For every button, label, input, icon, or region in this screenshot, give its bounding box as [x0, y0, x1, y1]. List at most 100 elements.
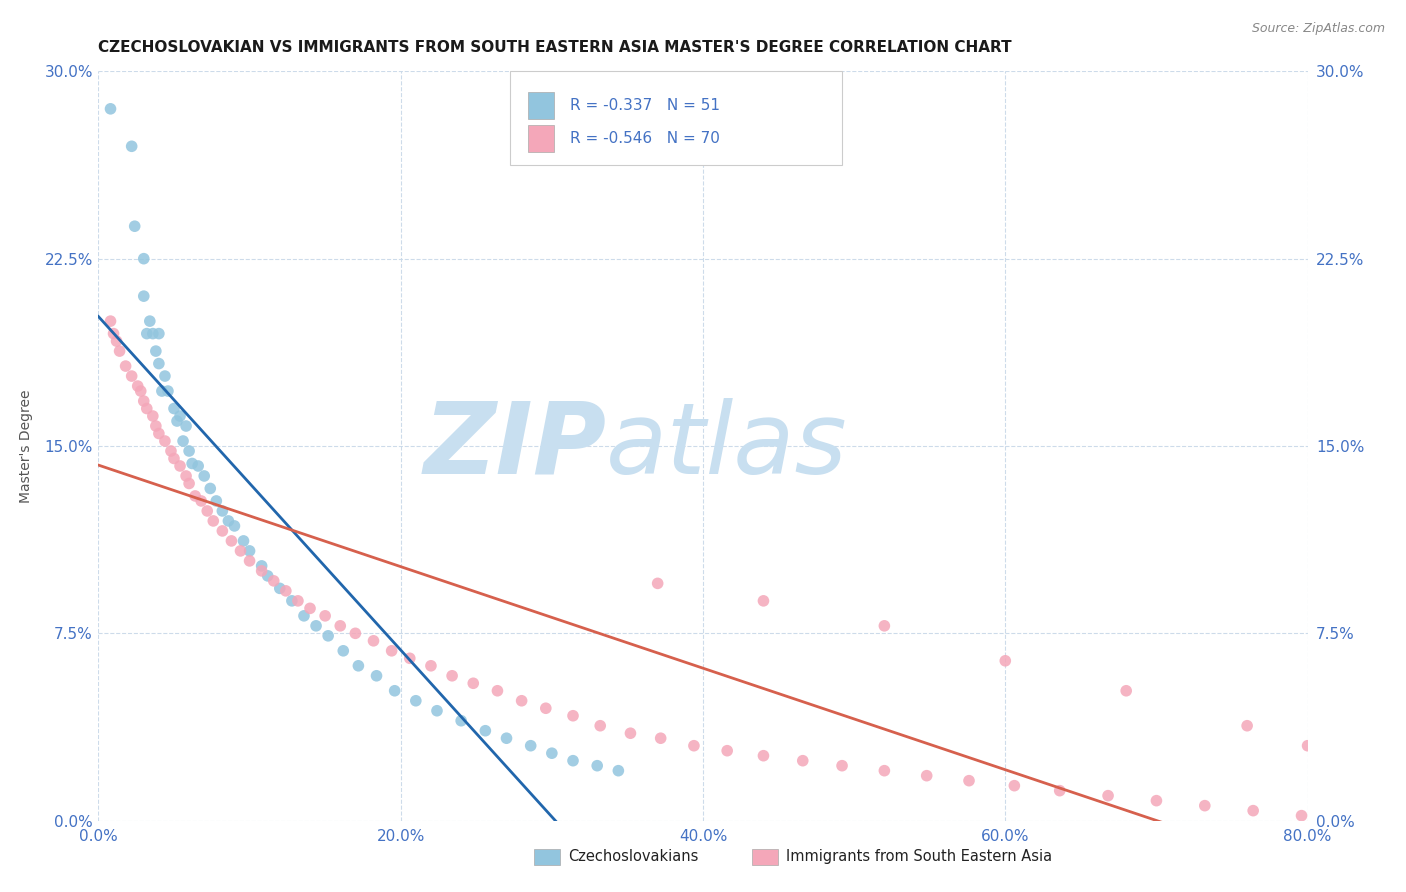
Point	[463, 676, 485, 690]
Point	[142, 326, 165, 341]
Point	[100, 102, 122, 116]
Point	[153, 434, 176, 448]
Point	[332, 644, 354, 658]
Point	[239, 544, 262, 558]
Point	[108, 344, 131, 359]
Point	[169, 409, 191, 423]
Point	[193, 469, 215, 483]
Point	[347, 658, 370, 673]
Point	[281, 594, 304, 608]
Point	[211, 504, 233, 518]
Point	[619, 726, 641, 740]
Point	[187, 458, 209, 473]
Point	[221, 533, 243, 548]
Text: Czechoslovakians: Czechoslovakians	[568, 849, 699, 863]
Point	[205, 494, 228, 508]
Point	[195, 504, 218, 518]
Point	[224, 519, 246, 533]
Point	[420, 658, 443, 673]
Point	[202, 514, 225, 528]
Point	[683, 739, 706, 753]
Y-axis label: Master's Degree: Master's Degree	[20, 389, 34, 503]
Point	[274, 583, 297, 598]
Point	[132, 289, 155, 303]
Point	[510, 694, 533, 708]
Point	[114, 359, 136, 373]
Point	[145, 419, 167, 434]
Point	[873, 619, 896, 633]
Point	[752, 594, 775, 608]
Point	[534, 701, 557, 715]
Point	[156, 384, 179, 398]
Point	[153, 369, 176, 384]
Point	[190, 494, 212, 508]
Point	[169, 458, 191, 473]
Point	[426, 704, 449, 718]
Point	[831, 758, 853, 772]
Point	[647, 576, 669, 591]
Point	[150, 384, 173, 398]
Point	[586, 758, 609, 772]
Point	[250, 558, 273, 573]
Point	[184, 489, 207, 503]
Point	[1002, 779, 1025, 793]
Point	[163, 451, 186, 466]
Point	[132, 394, 155, 409]
Point	[287, 594, 309, 608]
Point	[562, 754, 585, 768]
Point	[441, 669, 464, 683]
Point	[263, 574, 285, 588]
Point	[1241, 804, 1264, 818]
Point	[495, 731, 517, 746]
Bar	[527, 92, 554, 119]
Point	[129, 384, 152, 398]
Point	[148, 357, 170, 371]
Point	[873, 764, 896, 778]
Point	[519, 739, 541, 753]
Point	[127, 379, 149, 393]
Point	[994, 654, 1017, 668]
Bar	[527, 125, 554, 153]
Point	[148, 326, 170, 341]
Point	[316, 629, 339, 643]
Point	[103, 326, 125, 341]
Point	[174, 469, 197, 483]
Point	[121, 369, 143, 384]
Text: Source: ZipAtlas.com: Source: ZipAtlas.com	[1251, 22, 1385, 36]
Point	[200, 482, 222, 496]
Text: R = -0.546   N = 70: R = -0.546 N = 70	[569, 131, 720, 146]
Point	[607, 764, 630, 778]
Point	[540, 746, 562, 760]
Point	[486, 683, 509, 698]
Point	[105, 334, 128, 348]
FancyBboxPatch shape	[509, 71, 842, 165]
Point	[915, 769, 938, 783]
Point	[1296, 739, 1319, 753]
Point	[121, 139, 143, 153]
Point	[562, 708, 585, 723]
Point	[124, 219, 146, 234]
Point	[384, 683, 406, 698]
Point	[1097, 789, 1119, 803]
Point	[1144, 794, 1167, 808]
Point	[366, 669, 388, 683]
Point	[135, 326, 157, 341]
Text: atlas: atlas	[606, 398, 848, 494]
Point	[179, 444, 201, 458]
Point	[232, 533, 254, 548]
Point	[179, 476, 201, 491]
Point	[145, 344, 167, 359]
Point	[405, 694, 427, 708]
Point	[450, 714, 472, 728]
Point	[716, 744, 738, 758]
Point	[314, 608, 336, 623]
Point	[166, 414, 188, 428]
Point	[135, 401, 157, 416]
Text: CZECHOSLOVAKIAN VS IMMIGRANTS FROM SOUTH EASTERN ASIA MASTER'S DEGREE CORRELATIO: CZECHOSLOVAKIAN VS IMMIGRANTS FROM SOUTH…	[98, 40, 1012, 55]
Point	[217, 514, 239, 528]
Point	[792, 754, 814, 768]
Point	[256, 569, 278, 583]
Point	[139, 314, 162, 328]
Point	[381, 644, 404, 658]
Text: R = -0.337   N = 51: R = -0.337 N = 51	[569, 97, 720, 112]
